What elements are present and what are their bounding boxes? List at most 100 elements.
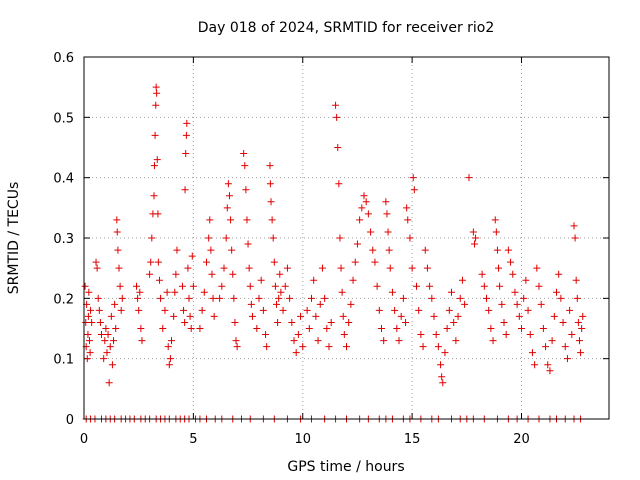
data-point: [225, 192, 233, 200]
data-point: [332, 101, 340, 109]
data-point: [87, 306, 95, 314]
data-point: [491, 216, 499, 224]
data-point: [95, 306, 103, 314]
data-point: [279, 306, 287, 314]
data-point: [458, 276, 466, 284]
data-point: [356, 216, 364, 224]
data-point: [417, 331, 425, 339]
data-point: [271, 282, 279, 290]
data-point: [231, 318, 239, 326]
data-point: [244, 240, 252, 248]
data-point: [136, 288, 144, 296]
data-point: [443, 325, 451, 332]
data-point: [570, 222, 578, 230]
data-point: [333, 113, 341, 121]
data-point: [335, 180, 343, 188]
data-point: [270, 258, 278, 266]
data-point: [469, 228, 477, 236]
data-point: [574, 318, 582, 326]
data-point: [247, 300, 255, 308]
data-point: [255, 294, 263, 302]
data-point: [403, 204, 411, 212]
data-point: [511, 288, 519, 296]
data-point: [410, 186, 418, 194]
data-point: [208, 270, 216, 278]
data-point: [432, 331, 440, 339]
data-point: [375, 306, 383, 314]
data-point: [88, 318, 96, 326]
data-point: [269, 234, 277, 242]
data-point: [578, 325, 586, 332]
data-point: [321, 294, 329, 302]
data-point: [152, 83, 160, 91]
data-point: [232, 337, 240, 345]
data-point: [259, 306, 267, 314]
data-point: [248, 312, 256, 320]
data-point: [314, 337, 322, 345]
data-point: [117, 306, 125, 314]
data-point: [419, 343, 427, 351]
data-point: [303, 306, 311, 314]
data-point: [369, 246, 377, 254]
data-point: [385, 246, 393, 254]
data-point: [257, 276, 265, 284]
data-point: [290, 337, 298, 345]
data-point: [138, 337, 146, 345]
data-point: [382, 198, 390, 206]
data-point: [483, 294, 490, 302]
data-point: [152, 101, 160, 109]
data-point: [182, 131, 190, 139]
data-point: [154, 258, 162, 266]
data-point: [111, 300, 119, 308]
data-point: [448, 288, 455, 296]
data-point: [498, 300, 506, 308]
data-point: [230, 294, 238, 302]
data-point: [472, 234, 480, 242]
data-point: [96, 318, 104, 326]
data-point: [115, 264, 123, 272]
data-point: [323, 325, 331, 332]
data-point: [103, 349, 111, 357]
data-point: [561, 343, 569, 351]
data-point: [553, 288, 560, 296]
data-point: [286, 294, 294, 302]
data-point: [150, 162, 158, 170]
data-point: [245, 264, 253, 272]
y-tick-label: 0.4: [53, 172, 74, 187]
data-point: [573, 294, 581, 302]
data-point: [147, 258, 155, 266]
data-point: [246, 282, 254, 290]
data-point: [288, 318, 296, 326]
data-point: [520, 294, 528, 302]
data-point: [297, 312, 305, 320]
data-point: [222, 234, 230, 242]
data-point: [184, 264, 192, 272]
data-point: [137, 325, 145, 332]
data-point: [151, 131, 159, 139]
data-point: [542, 343, 550, 351]
data-point: [339, 312, 347, 320]
data-point: [274, 318, 282, 326]
data-point: [439, 379, 447, 387]
data-point: [404, 216, 412, 224]
data-point: [180, 306, 188, 314]
data-point: [283, 264, 291, 272]
data-point: [216, 294, 224, 302]
data-point: [465, 174, 473, 182]
data-point: [218, 282, 226, 290]
data-point: [371, 258, 379, 266]
data-point: [277, 288, 285, 296]
data-point: [537, 300, 545, 308]
data-point: [118, 294, 126, 302]
data-point: [183, 119, 191, 127]
data-point: [575, 337, 583, 345]
plot-frame: [83, 56, 610, 420]
data-point: [378, 325, 385, 332]
data-point: [106, 343, 114, 351]
data-point: [487, 325, 495, 332]
data-point: [430, 312, 438, 320]
data-point: [528, 349, 536, 357]
data-point: [364, 210, 372, 218]
data-point: [338, 288, 346, 296]
data-point: [146, 270, 154, 278]
